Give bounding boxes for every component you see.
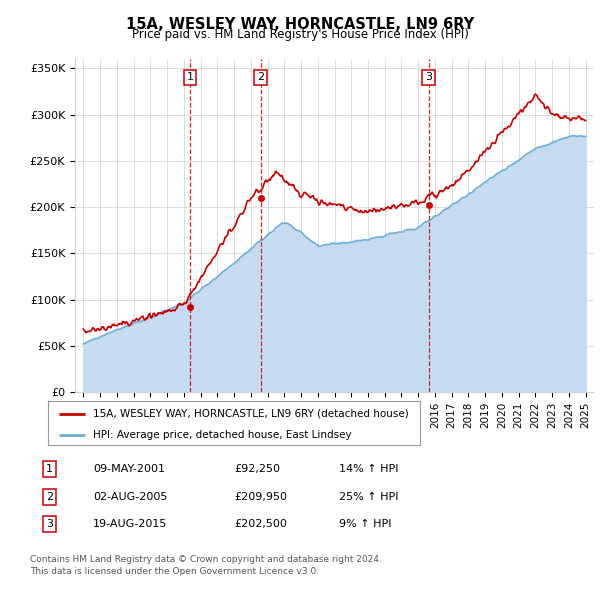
Text: 1: 1 <box>46 464 53 474</box>
Text: 2: 2 <box>257 73 264 83</box>
Text: 3: 3 <box>425 73 432 83</box>
Text: 19-AUG-2015: 19-AUG-2015 <box>93 519 167 529</box>
Text: 09-MAY-2001: 09-MAY-2001 <box>93 464 165 474</box>
Text: £202,500: £202,500 <box>234 519 287 529</box>
Text: £209,950: £209,950 <box>234 492 287 502</box>
Text: Price paid vs. HM Land Registry's House Price Index (HPI): Price paid vs. HM Land Registry's House … <box>131 28 469 41</box>
Text: 3: 3 <box>46 519 53 529</box>
Text: HPI: Average price, detached house, East Lindsey: HPI: Average price, detached house, East… <box>92 430 351 440</box>
Text: 15A, WESLEY WAY, HORNCASTLE, LN9 6RY (detached house): 15A, WESLEY WAY, HORNCASTLE, LN9 6RY (de… <box>92 409 409 418</box>
Text: 2: 2 <box>46 492 53 502</box>
Text: 1: 1 <box>187 73 193 83</box>
Text: £92,250: £92,250 <box>234 464 280 474</box>
Text: 25% ↑ HPI: 25% ↑ HPI <box>339 492 398 502</box>
Text: 14% ↑ HPI: 14% ↑ HPI <box>339 464 398 474</box>
Text: 9% ↑ HPI: 9% ↑ HPI <box>339 519 391 529</box>
Text: 02-AUG-2005: 02-AUG-2005 <box>93 492 167 502</box>
Text: This data is licensed under the Open Government Licence v3.0.: This data is licensed under the Open Gov… <box>30 566 319 576</box>
Text: 15A, WESLEY WAY, HORNCASTLE, LN9 6RY: 15A, WESLEY WAY, HORNCASTLE, LN9 6RY <box>126 17 474 31</box>
Text: Contains HM Land Registry data © Crown copyright and database right 2024.: Contains HM Land Registry data © Crown c… <box>30 555 382 564</box>
